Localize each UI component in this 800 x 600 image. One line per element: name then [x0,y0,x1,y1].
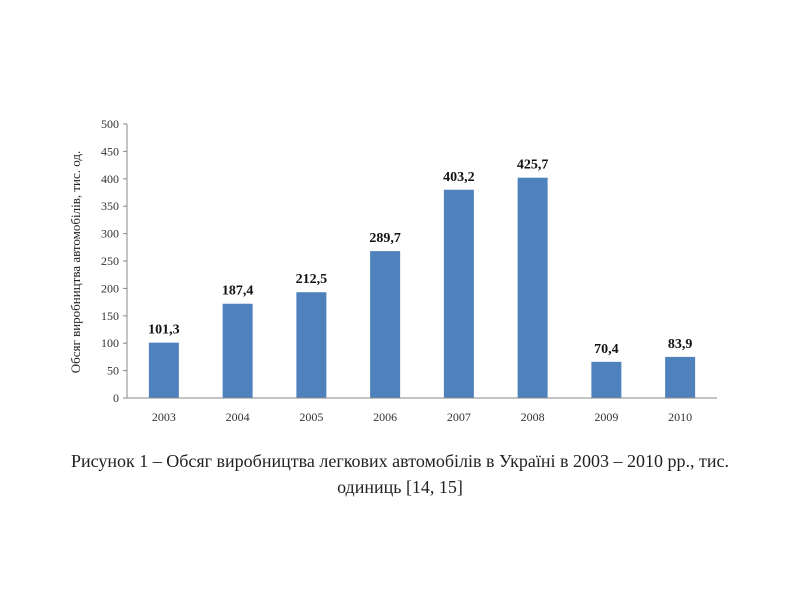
data-label-2003: 101,3 [148,323,180,338]
x-tick-label-2004: 2004 [226,410,250,424]
y-tick-label: 300 [101,227,119,241]
bar-2006 [370,251,401,398]
data-label-2010: 83,9 [668,337,693,352]
data-label-2006: 289,7 [369,231,401,246]
caption-line-1: Рисунок 1 – Обсяг виробництва легкових а… [70,451,730,471]
y-tick-label: 100 [101,336,119,350]
y-tick-label: 200 [101,281,119,295]
y-tick-label: 350 [101,199,119,213]
y-axis: 0 50 100 150 200 250 300 350 400 450 500 [101,117,127,405]
y-tick-label: 50 [107,364,119,378]
data-label-2004: 187,4 [222,284,254,299]
y-tick-label: 250 [101,254,119,268]
data-label-2007: 403,2 [443,170,475,185]
bar-chart: Обсяг виробництва автомобілів, тис. од. … [68,117,717,424]
bar-2003 [148,342,179,398]
x-tick-label-2007: 2007 [447,410,471,424]
y-tick-label: 0 [113,391,119,405]
bar-2008 [517,177,548,398]
y-tick-label: 450 [101,144,119,158]
x-tick-label-2008: 2008 [521,410,545,424]
data-label-2005: 212,5 [296,272,328,287]
x-tick-label-2006: 2006 [373,410,397,424]
y-tick-label: 150 [101,309,119,323]
bar-2004 [222,303,253,398]
bar-2005 [296,292,327,398]
bar-2010 [665,356,696,398]
bar-2007 [443,189,474,398]
y-tick-label: 500 [101,117,119,131]
bar-2009 [591,361,622,398]
x-tick-label-2009: 2009 [594,410,618,424]
figure-caption: Рисунок 1 – Обсяг виробництва легкових а… [40,448,760,500]
y-axis-title: Обсяг виробництва автомобілів, тис. од. [68,151,83,374]
data-label-2008: 425,7 [517,158,549,173]
caption-line-2: одиниць [14, 15] [337,477,463,497]
bars-group: 101,3 2003 187,4 2004 212,5 2005 289,7 2006 403,… [148,158,696,424]
x-tick-label-2010: 2010 [668,410,692,424]
x-tick-label-2005: 2005 [299,410,323,424]
y-tick-label: 400 [101,172,119,186]
x-tick-label-2003: 2003 [152,410,176,424]
data-label-2009: 70,4 [594,342,619,357]
